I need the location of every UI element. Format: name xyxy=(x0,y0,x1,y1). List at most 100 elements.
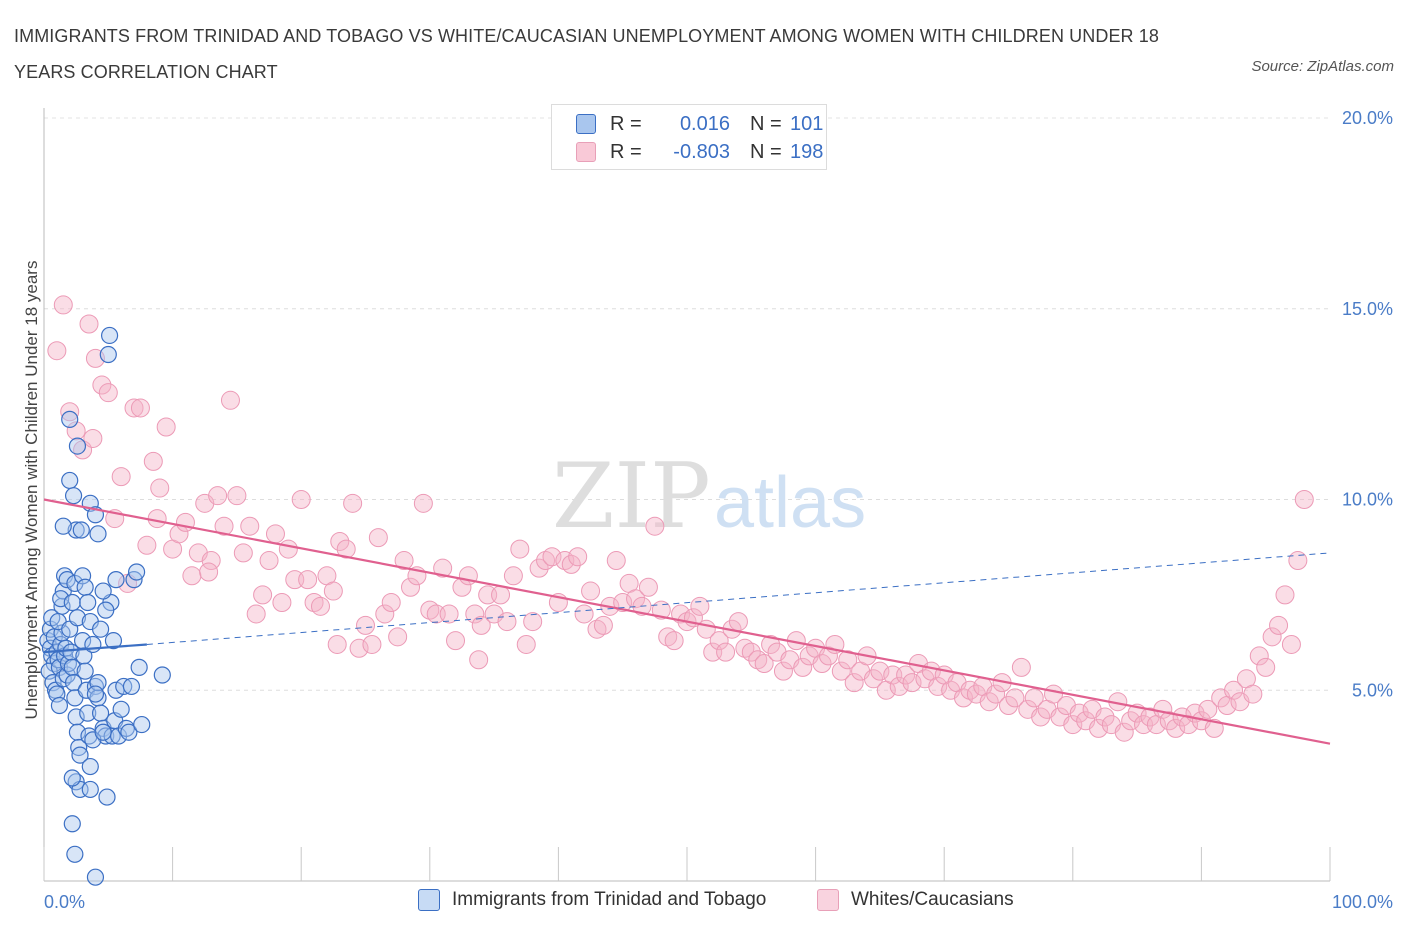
pink-data-point xyxy=(1095,707,1115,727)
pink-n-value: 198 xyxy=(790,140,824,163)
pink-data-point xyxy=(227,486,247,506)
pink-data-point xyxy=(327,634,347,654)
pink-data-point xyxy=(626,589,646,609)
blue-data-point xyxy=(79,704,97,722)
pink-data-point xyxy=(375,604,395,624)
blue-n-value: 101 xyxy=(790,112,824,135)
blue-data-point xyxy=(68,437,87,455)
pink-data-point xyxy=(1281,634,1301,654)
blue-trend-line xyxy=(43,643,147,654)
blue-data-point xyxy=(63,593,81,612)
pink-data-point xyxy=(1262,627,1282,647)
pink-data-point xyxy=(92,375,112,395)
blue-data-point xyxy=(75,647,93,665)
pink-data-point xyxy=(83,428,103,448)
pink-data-point xyxy=(1275,585,1295,605)
legend-pink-label: Whites/Caucasians xyxy=(851,889,1014,910)
blue-data-point xyxy=(86,868,105,886)
pink-data-point xyxy=(214,516,234,536)
pink-data-point xyxy=(709,631,729,651)
pink-data-point xyxy=(523,612,543,632)
blue-series-points xyxy=(39,326,171,886)
pink-data-point xyxy=(690,596,710,616)
pink-data-point xyxy=(1121,711,1141,731)
pink-data-point xyxy=(1024,688,1044,708)
legend-blue-swatch xyxy=(418,889,440,911)
pink-data-point xyxy=(491,585,511,605)
blue-r-value: 0.016 xyxy=(679,112,730,135)
pink-data-point xyxy=(1179,715,1199,735)
pink-data-point xyxy=(278,539,298,559)
pink-data-point xyxy=(182,566,202,586)
pink-data-point xyxy=(754,654,774,674)
pink-data-point xyxy=(529,558,549,578)
pink-data-point xyxy=(1224,680,1244,700)
stats-row-blue: R = 0.016 N = 101 xyxy=(576,111,823,137)
blue-data-point xyxy=(122,677,141,696)
blue-data-point xyxy=(79,593,97,612)
pink-data-point xyxy=(471,615,491,635)
pink-data-point xyxy=(413,493,433,513)
pink-data-point xyxy=(1294,490,1314,509)
pink-data-point xyxy=(291,490,311,509)
pink-swatch xyxy=(576,142,596,162)
pink-data-point xyxy=(246,604,266,624)
blue-data-point xyxy=(98,788,116,806)
watermark-zip: ZIP xyxy=(552,444,711,549)
legend-item-blue[interactable]: Immigrants from Trinidad and Tobago xyxy=(418,889,766,911)
y-tick-label: 20.0% xyxy=(1342,108,1393,128)
y-tick-label: 5.0% xyxy=(1352,680,1393,700)
legend-blue-label: Immigrants from Trinidad and Tobago xyxy=(452,889,767,910)
pink-data-point xyxy=(381,593,401,613)
pink-data-point xyxy=(298,570,318,590)
pink-data-point xyxy=(1166,718,1186,738)
blue-swatch xyxy=(576,114,596,134)
axes xyxy=(43,108,1331,882)
pink-data-point xyxy=(953,688,973,708)
pink-data-point xyxy=(773,661,793,681)
pink-data-point xyxy=(664,631,684,651)
pink-data-point xyxy=(1114,722,1134,742)
pink-data-point xyxy=(439,604,459,624)
blue-data-point xyxy=(61,410,79,428)
stats-row-pink: R = -0.803 N = 198 xyxy=(576,139,823,165)
blue-data-point xyxy=(91,704,110,722)
pink-data-point xyxy=(1089,718,1109,738)
blue-data-point xyxy=(100,326,119,345)
pink-data-point xyxy=(469,650,489,670)
pink-trend-line xyxy=(43,498,1331,745)
pink-data-point xyxy=(253,585,273,605)
pink-data-point xyxy=(812,654,832,674)
tick-labels: 5.0% 10.0% 15.0% 20.0% 0.0% 100.0% xyxy=(44,108,1393,912)
pink-data-point xyxy=(79,314,99,334)
pink-data-point xyxy=(208,486,228,506)
blue-data-point xyxy=(153,666,171,684)
pink-data-point xyxy=(1069,703,1089,723)
chart-title: IMMIGRANTS FROM TRINIDAD AND TOBAGO VS W… xyxy=(14,26,1159,82)
trend-lines xyxy=(43,498,1331,745)
blue-r-label: R = xyxy=(610,112,642,135)
blue-data-point xyxy=(94,582,112,600)
x-tick-label-max: 100.0% xyxy=(1332,892,1393,912)
y-tick-label: 10.0% xyxy=(1342,490,1393,510)
pink-data-point xyxy=(1198,699,1218,719)
pink-data-point xyxy=(793,657,813,677)
pink-data-point xyxy=(150,478,170,498)
pink-data-point xyxy=(1159,711,1179,731)
pink-data-point xyxy=(1063,715,1083,735)
pink-data-point xyxy=(233,543,253,563)
blue-data-point xyxy=(127,563,146,581)
blue-data-point xyxy=(71,746,89,764)
pink-data-point xyxy=(1269,615,1289,635)
pink-data-point xyxy=(999,696,1018,716)
blue-data-point xyxy=(63,769,81,787)
pink-data-point xyxy=(606,551,626,571)
pink-data-point xyxy=(889,676,909,696)
pink-data-point xyxy=(433,558,453,578)
pink-data-point xyxy=(503,566,523,586)
legend: Immigrants from Trinidad and Tobago Whit… xyxy=(0,889,1406,915)
blue-data-point xyxy=(89,525,107,543)
blue-data-point xyxy=(81,780,99,799)
legend-item-pink[interactable]: Whites/Caucasians xyxy=(817,889,1014,911)
